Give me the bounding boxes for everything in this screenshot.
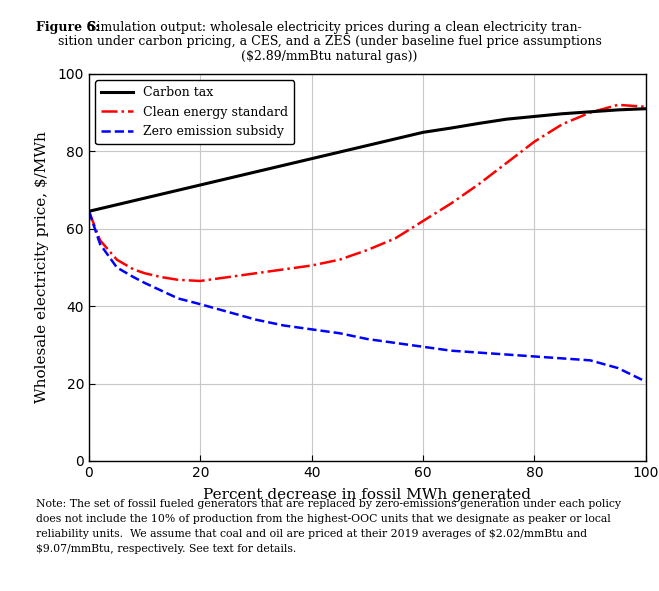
Text: ($2.89/mmBtu natural gas)): ($2.89/mmBtu natural gas)) [241,50,418,63]
Text: Figure 6:: Figure 6: [36,21,100,34]
X-axis label: Percent decrease in fossil MWh generated: Percent decrease in fossil MWh generated [204,488,531,502]
Text: sition under carbon pricing, a CES, and a ZES (under baseline fuel price assumpt: sition under carbon pricing, a CES, and … [57,35,602,48]
Text: reliability units.  We assume that coal and oil are priced at their 2019 average: reliability units. We assume that coal a… [36,529,587,539]
Y-axis label: Wholesale electricity price, $/MWh: Wholesale electricity price, $/MWh [36,131,49,404]
Legend: Carbon tax, Clean energy standard, Zero emission subsidy: Carbon tax, Clean energy standard, Zero … [95,80,294,144]
Text: Simulation output: wholesale electricity prices during a clean electricity tran-: Simulation output: wholesale electricity… [84,21,582,34]
Text: $9.07/mmBtu, respectively. See text for details.: $9.07/mmBtu, respectively. See text for … [36,544,297,554]
Text: does not include the 10% of production from the highest-OOC units that we design: does not include the 10% of production f… [36,514,611,524]
Text: Note: The set of fossil fueled generators that are replaced by zero-emissions ge: Note: The set of fossil fueled generator… [36,499,621,509]
